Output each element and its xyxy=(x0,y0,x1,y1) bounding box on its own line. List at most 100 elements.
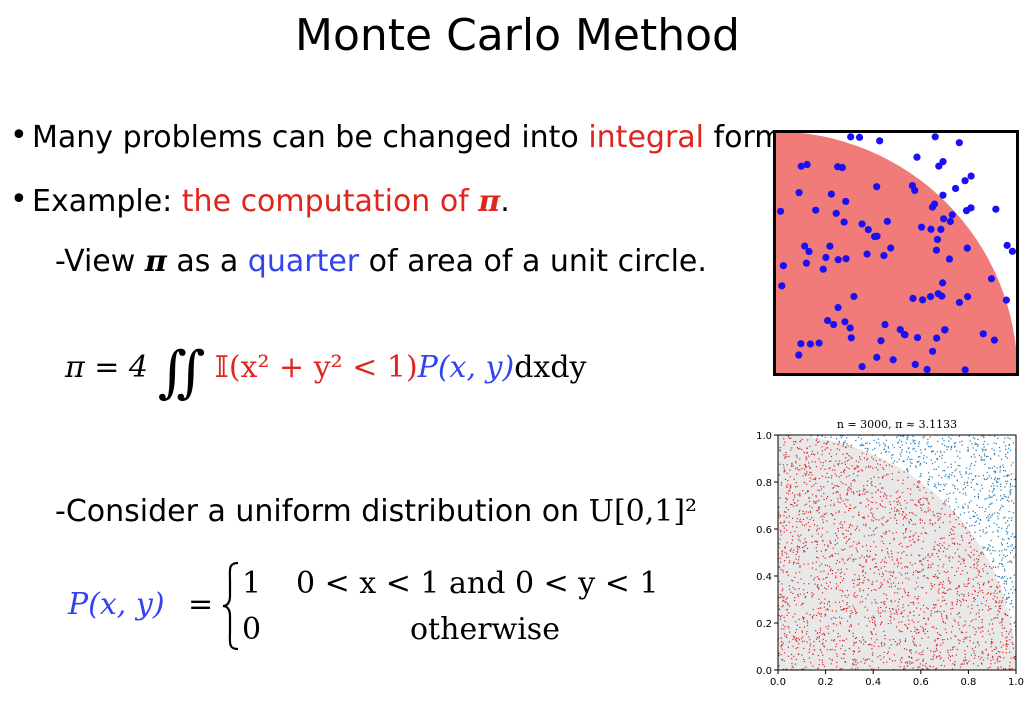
point-outside xyxy=(1001,504,1003,507)
point-inside xyxy=(925,623,927,625)
point-outside xyxy=(989,503,991,505)
point-inside xyxy=(818,527,820,530)
point-inside xyxy=(970,551,972,553)
point-inside xyxy=(909,650,911,652)
point-inside xyxy=(824,449,826,451)
point-inside xyxy=(806,447,808,449)
point-outside xyxy=(981,450,984,452)
point-inside xyxy=(808,455,810,457)
point-inside xyxy=(823,516,825,518)
point-inside xyxy=(881,575,883,578)
point-inside xyxy=(904,640,907,642)
point-inside xyxy=(848,629,850,631)
point-inside xyxy=(989,593,992,595)
point-outside xyxy=(993,442,995,444)
point-outside xyxy=(927,438,929,440)
point-outside xyxy=(978,523,980,525)
point-inside xyxy=(969,555,971,557)
point-inside xyxy=(795,658,797,661)
point-inside xyxy=(857,651,860,653)
point-inside xyxy=(930,492,933,494)
point-inside xyxy=(840,474,842,477)
point-inside xyxy=(793,549,795,551)
point-inside xyxy=(857,662,859,664)
point-outside xyxy=(987,515,989,517)
point-inside xyxy=(811,594,813,596)
point-outside xyxy=(973,453,975,456)
point-inside xyxy=(998,602,1000,604)
point-inside xyxy=(831,483,833,485)
dot xyxy=(927,225,935,233)
indicator-term: 𝕀(x² + y² < 1) xyxy=(214,350,418,385)
point-inside xyxy=(848,647,850,650)
point-inside xyxy=(866,555,868,557)
point-inside xyxy=(826,497,828,500)
point-outside xyxy=(861,443,863,445)
point-inside xyxy=(924,665,927,667)
point-inside xyxy=(813,614,815,616)
point-inside xyxy=(792,563,795,565)
point-outside xyxy=(891,457,893,459)
point-inside xyxy=(935,575,937,578)
point-inside xyxy=(866,609,869,611)
dot xyxy=(873,353,881,361)
point-inside xyxy=(969,546,972,548)
point-outside xyxy=(992,549,994,552)
point-inside xyxy=(921,519,924,521)
point-inside xyxy=(893,510,896,512)
point-inside xyxy=(792,465,794,467)
point-inside xyxy=(780,637,782,639)
point-inside xyxy=(796,485,798,488)
point-inside xyxy=(958,612,960,614)
point-outside xyxy=(974,456,976,458)
point-inside xyxy=(922,604,925,607)
point-inside xyxy=(996,597,998,599)
point-inside xyxy=(875,562,877,565)
point-inside xyxy=(812,608,814,611)
point-inside xyxy=(872,621,874,624)
point-inside xyxy=(911,619,913,622)
point-inside xyxy=(903,588,905,590)
point-inside xyxy=(951,538,953,540)
point-inside xyxy=(853,491,855,493)
point-inside xyxy=(987,582,990,584)
case2-condition: otherwise xyxy=(410,612,560,647)
point-inside xyxy=(974,633,976,636)
point-inside xyxy=(883,516,885,518)
point-inside xyxy=(936,655,938,657)
point-inside xyxy=(835,491,837,494)
point-inside xyxy=(880,606,882,609)
point-inside xyxy=(829,649,831,651)
point-inside xyxy=(814,454,816,456)
point-inside xyxy=(947,570,949,573)
point-inside xyxy=(812,665,814,667)
point-outside xyxy=(994,566,997,568)
point-inside xyxy=(876,527,878,529)
point-inside xyxy=(845,542,847,544)
point-inside xyxy=(820,495,823,497)
point-inside xyxy=(873,541,875,543)
point-outside xyxy=(1000,489,1002,491)
point-inside xyxy=(807,521,809,524)
point-inside xyxy=(983,582,985,584)
point-inside xyxy=(927,502,929,504)
point-outside xyxy=(927,478,930,480)
point-inside xyxy=(819,565,821,567)
point-inside xyxy=(794,494,796,496)
point-inside xyxy=(782,569,784,571)
point-inside xyxy=(778,580,780,583)
point-inside xyxy=(966,662,968,664)
point-inside xyxy=(880,601,882,603)
point-inside xyxy=(793,496,796,498)
point-inside xyxy=(936,649,938,652)
point-outside xyxy=(945,483,947,485)
point-inside xyxy=(844,469,846,471)
point-inside xyxy=(978,587,981,589)
point-inside xyxy=(934,530,936,532)
point-inside xyxy=(924,511,926,513)
point-inside xyxy=(896,559,898,561)
point-inside xyxy=(915,504,917,506)
point-inside xyxy=(952,668,954,670)
point-inside xyxy=(978,554,980,557)
point-inside xyxy=(871,644,873,646)
